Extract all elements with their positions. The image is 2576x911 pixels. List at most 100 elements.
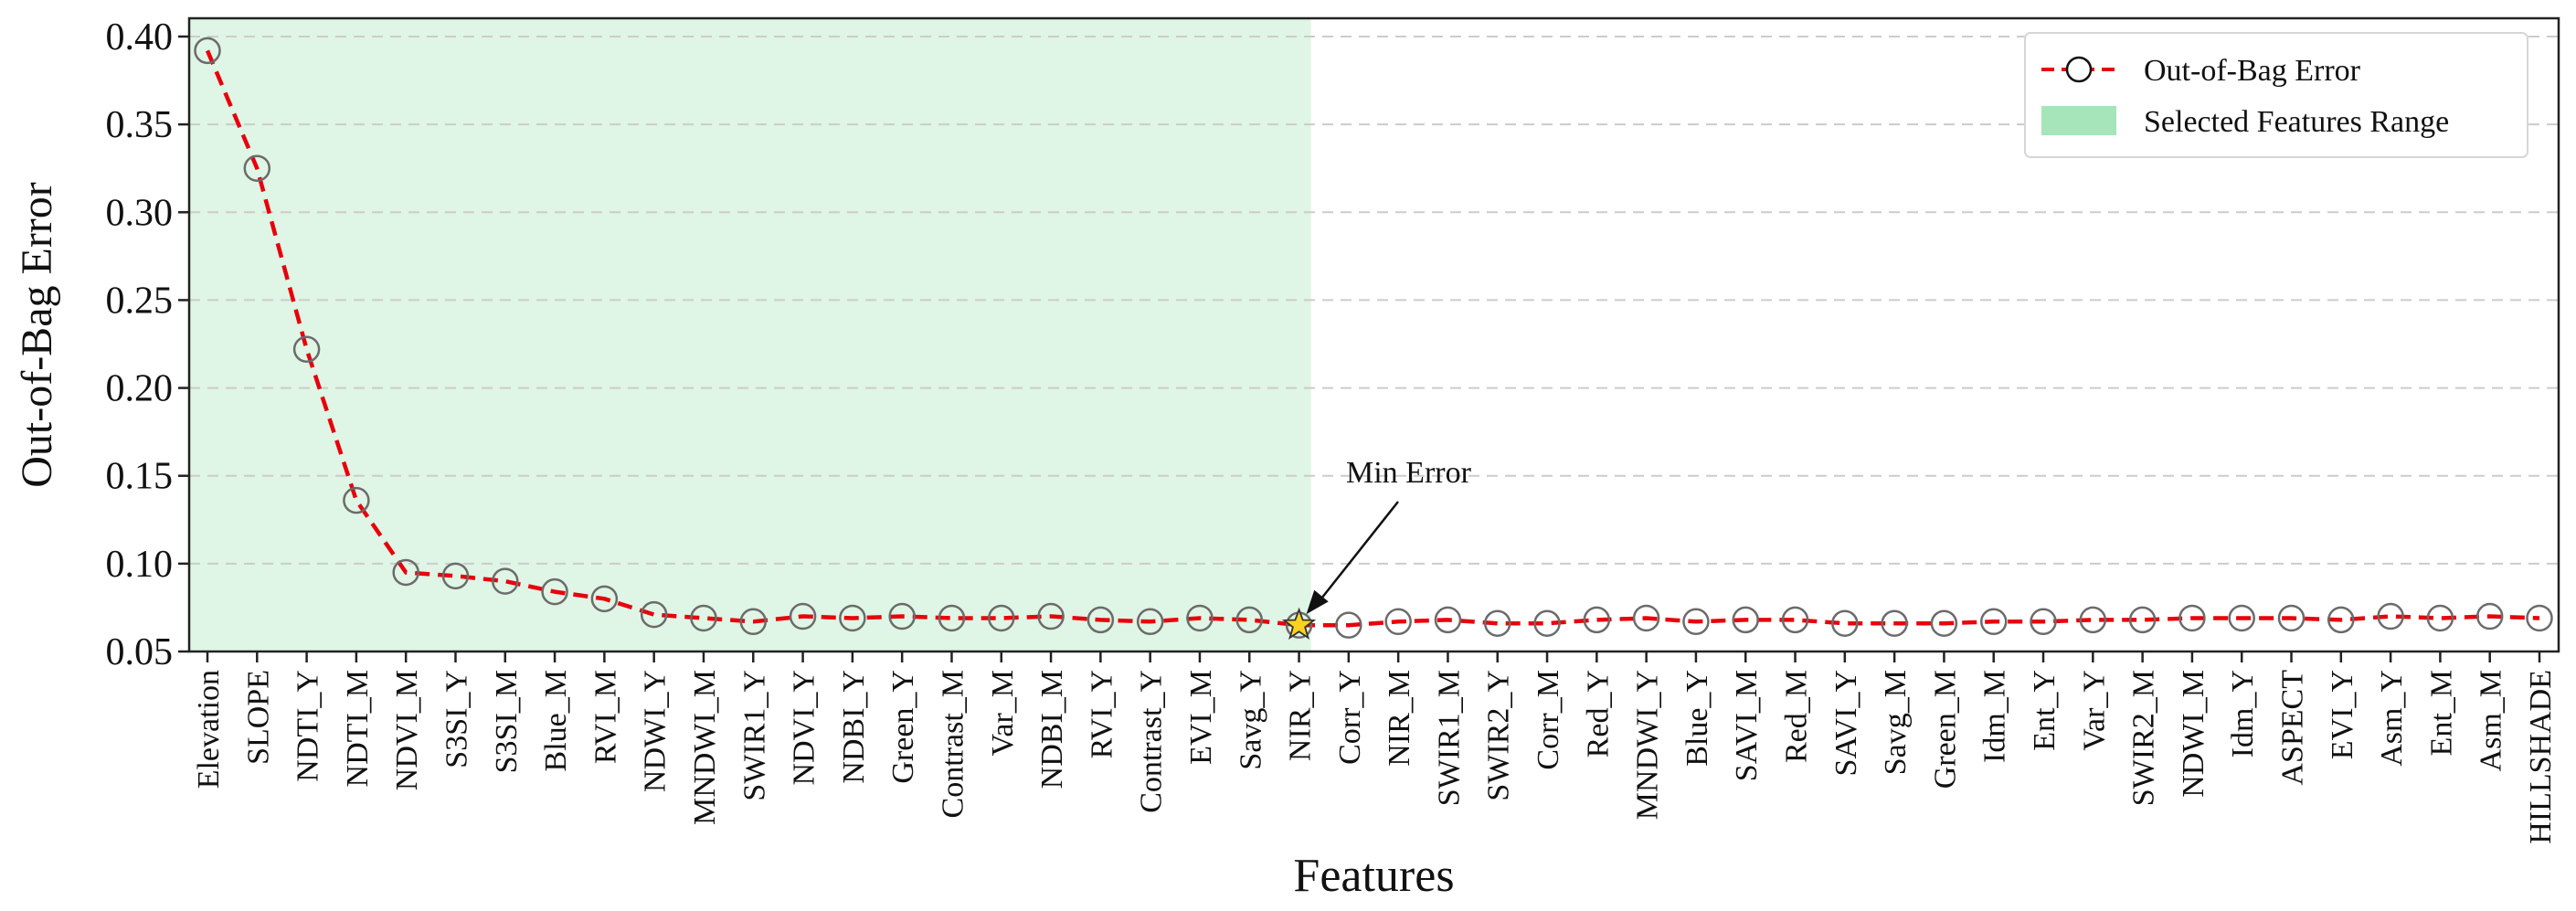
data-point	[2128, 606, 2157, 634]
data-point	[1483, 609, 1511, 637]
x-tick-label: Idm_M	[1978, 670, 2012, 763]
x-tick-label: SWIR1_Y	[737, 670, 771, 801]
y-tick-label: 0.15	[106, 456, 174, 498]
data-point	[2277, 604, 2306, 632]
series-oob-error	[205, 49, 2540, 628]
data-point	[2327, 606, 2355, 634]
y-tick-label: 0.20	[106, 368, 174, 410]
y-axis: 0.05 0.10 0.15 0.20 0.25 0.30 0.35 0.40	[106, 16, 189, 673]
data-point	[492, 567, 519, 595]
data-point	[839, 604, 866, 632]
data-point	[1881, 609, 1908, 637]
x-tick-label: SWIR2_Y	[1482, 670, 1516, 801]
data-point	[1235, 606, 1264, 634]
legend-marker-swatch	[2065, 56, 2093, 83]
x-tick-label: SLOPE	[241, 670, 275, 765]
x-tick-label: S3SI_M	[490, 670, 524, 773]
x-tick-label: Blue_M	[539, 670, 573, 771]
data-point	[1632, 604, 1660, 632]
x-tick-label: Asm_M	[2475, 670, 2508, 771]
x-tick-label: Corr_M	[1532, 670, 1565, 770]
data-point	[1434, 606, 1462, 634]
data-point	[2526, 604, 2553, 632]
x-tick-label: NIR_Y	[1284, 670, 1318, 761]
legend-item-oob-error: Out-of-Bag Error	[2144, 54, 2361, 88]
y-tick-label: 0.30	[106, 192, 174, 234]
data-point	[1087, 606, 1115, 634]
y-tick-label: 0.10	[106, 544, 174, 586]
x-tick-label: RVI_Y	[1085, 670, 1118, 758]
x-tick-label: Contrast_Y	[1135, 670, 1169, 813]
x-tick-label: HILLSHADE	[2524, 670, 2558, 844]
x-axis: Elevation SLOPE NDTI_Y NDTI_M NDVI_M S3SI_Y S3…	[192, 651, 2558, 844]
data-point	[938, 604, 966, 632]
y-tick-label: 0.25	[106, 280, 174, 322]
x-tick-label: Ent_Y	[2028, 670, 2062, 751]
annotation-text: Min Error	[1346, 456, 1472, 490]
data-point	[541, 577, 568, 606]
y-tick-label: 0.05	[106, 631, 174, 673]
x-tick-label: SWIR2_M	[2127, 670, 2161, 806]
x-axis-label: Features	[1293, 850, 1454, 902]
x-tick-label: NIR_M	[1383, 670, 1416, 767]
data-point	[292, 335, 321, 364]
legend: Out-of-Bag Error Selected Features Range	[2024, 32, 2528, 158]
x-tick-label: Contrast_M	[936, 670, 970, 818]
x-tick-label: EVI_Y	[2326, 670, 2359, 759]
x-tick-label: NDVI_Y	[788, 670, 822, 786]
data-point	[1682, 608, 1710, 636]
x-tick-label: Corr_Y	[1333, 670, 1367, 765]
x-tick-label: Blue_Y	[1680, 670, 1714, 767]
x-tick-label: Var_Y	[2077, 670, 2111, 751]
data-point	[739, 608, 768, 636]
data-point	[1136, 608, 1164, 636]
x-tick-label: Var_M	[986, 670, 1020, 756]
data-point	[392, 558, 419, 587]
series-line	[205, 49, 2540, 628]
x-tick-label: Green_M	[1928, 670, 1962, 789]
y-tick-label: 0.40	[106, 16, 174, 58]
data-point	[2426, 604, 2454, 632]
data-point	[888, 602, 916, 630]
x-tick-label: Ent_M	[2424, 670, 2458, 756]
data-point	[2475, 602, 2504, 630]
x-tick-label: NDWI_M	[2177, 670, 2210, 798]
data-point	[1186, 604, 1214, 632]
star-icon	[1281, 607, 1317, 641]
data-point	[2228, 604, 2255, 632]
data-point	[1831, 609, 1859, 637]
x-tick-label: NDWI_Y	[639, 670, 673, 792]
data-point	[1732, 606, 1759, 634]
data-point	[1533, 609, 1561, 637]
legend-box	[2024, 32, 2528, 158]
data-point	[343, 486, 370, 514]
x-tick-label: NDTI_Y	[292, 670, 325, 782]
annotation-arrow	[1318, 501, 1399, 602]
plot-frame	[187, 16, 2560, 653]
x-tick-label: Asm_Y	[2375, 670, 2409, 767]
x-tick-label: NDTI_M	[341, 670, 375, 787]
series-markers	[194, 37, 2553, 639]
data-point	[2079, 606, 2107, 634]
x-tick-label: MNDWI_M	[688, 670, 722, 825]
data-point	[2178, 604, 2206, 632]
min-error-annotation: Min Error	[1306, 456, 1472, 615]
annotation-arrowhead	[1306, 589, 1329, 615]
data-point	[690, 604, 717, 632]
x-tick-label: SAVI_Y	[1829, 670, 1863, 777]
x-tick-label: EVI_M	[1184, 670, 1218, 765]
data-point	[441, 562, 470, 590]
x-tick-label: SAVI_M	[1730, 670, 1764, 781]
x-tick-label: Savg_M	[1879, 670, 1913, 775]
data-point	[640, 600, 668, 629]
x-tick-label: NDBI_Y	[837, 670, 871, 784]
x-tick-label: NDBI_M	[1035, 670, 1069, 789]
x-tick-label: ASPECT	[2276, 670, 2310, 786]
data-point	[1335, 611, 1362, 639]
x-tick-label: Idm_Y	[2226, 670, 2260, 757]
x-tick-label: Elevation	[192, 670, 226, 789]
data-point	[590, 585, 619, 613]
data-point	[1037, 602, 1065, 630]
data-point	[2030, 608, 2057, 636]
